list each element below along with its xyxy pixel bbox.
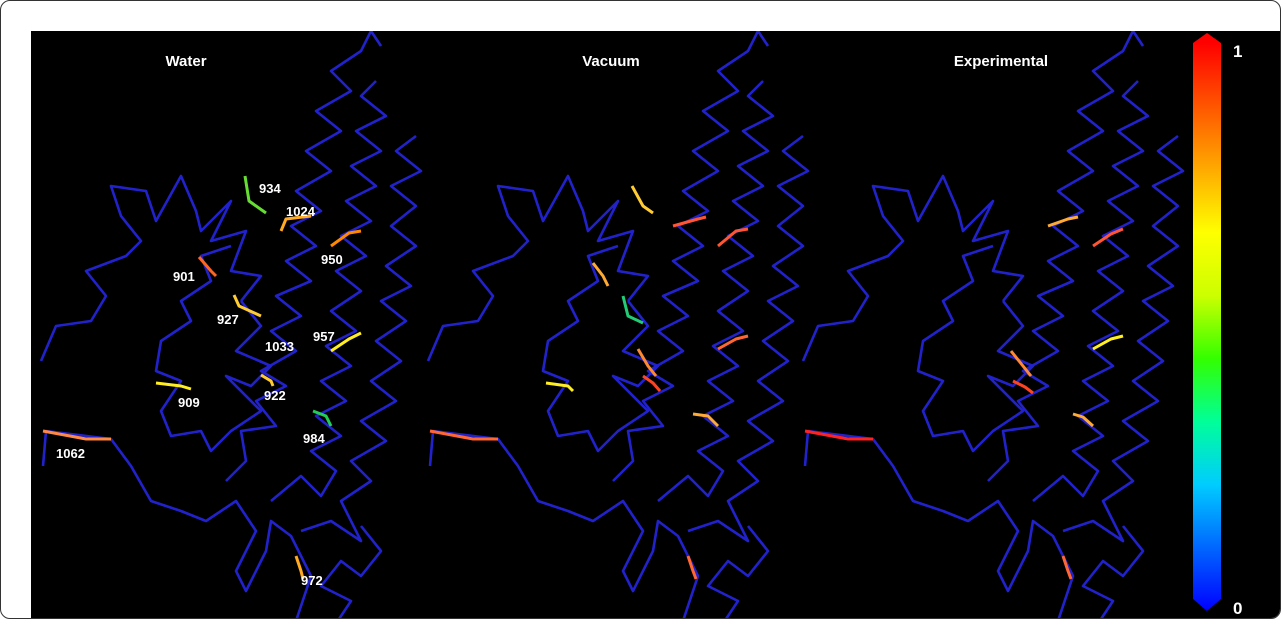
highlighted-residue-vacuum-10 (429, 429, 498, 441)
protein-backbone-experimental (801, 29, 1185, 618)
colorbar-top-cap (1193, 33, 1221, 43)
backbone-chain-water-0 (39, 174, 263, 362)
highlighted-residue-water-6 (260, 373, 275, 387)
backbone-chain-vacuum-1 (541, 244, 660, 453)
highlighted-residue-vacuum-0 (630, 185, 654, 215)
residue-label-1033: 1033 (265, 339, 294, 354)
figure-stage: Water Vacuum Experimental 934 1024 950 9… (31, 29, 1280, 618)
panel-title-water: Water (165, 53, 206, 70)
highlighted-residue-water-2 (330, 229, 362, 248)
backbone-chain-vacuum-6 (706, 525, 770, 618)
highlighted-residue-vacuum-2 (717, 227, 749, 248)
residue-label-972: 972 (301, 573, 323, 588)
residue-label-909: 909 (178, 395, 200, 410)
highlighted-residue-vacuum-9 (692, 412, 720, 428)
residue-label-957: 957 (313, 329, 335, 344)
backbone-chain-experimental-0 (801, 174, 1025, 362)
residue-label-927: 927 (217, 312, 239, 327)
highlighted-residue-experimental-6 (804, 429, 873, 441)
residue-label-934: 934 (259, 181, 281, 196)
backbone-chain-vacuum-2 (428, 429, 700, 618)
backbone-chain-experimental-3 (987, 29, 1145, 482)
residue-label-1062: 1062 (56, 446, 85, 461)
backbone-chain-experimental-4 (1032, 80, 1150, 502)
backbone-chain-vacuum-4 (657, 80, 775, 502)
residue-label-922: 922 (264, 388, 286, 403)
colorbar-gradient (1193, 43, 1221, 611)
protein-backbone-water (39, 29, 423, 618)
highlighted-residue-water-0 (243, 175, 267, 215)
highlighted-residue-water-3 (197, 256, 218, 278)
residue-label-901: 901 (173, 269, 195, 284)
highlighted-residue-vacuum-6 (642, 374, 662, 392)
highlighted-residue-water-7 (155, 381, 192, 391)
backbone-chain-vacuum-3 (612, 29, 770, 482)
panel-title-vacuum: Vacuum (582, 53, 640, 70)
highlighted-residue-experimental-3 (1012, 379, 1034, 395)
colorbar: 1 0 (1193, 33, 1242, 618)
highlighted-residue-experimental-1 (1092, 227, 1124, 248)
highlighted-residue-vacuum-7 (545, 381, 575, 393)
backbone-chain-vacuum-0 (426, 174, 650, 362)
highlighted-residue-water-4 (232, 294, 262, 318)
highlighted-residue-water-1 (279, 214, 312, 232)
backbone-chain-water-4 (270, 80, 388, 502)
panel-title-experimental: Experimental (954, 53, 1048, 70)
residue-label-984: 984 (303, 431, 325, 446)
backbone-chain-experimental-6 (1081, 525, 1145, 618)
backbone-chain-experimental-2 (803, 429, 1075, 618)
highlighted-residue-vacuum-5 (636, 348, 658, 377)
figure-canvas: Water Vacuum Experimental 934 1024 950 9… (39, 29, 1242, 618)
protein-backbone-vacuum (426, 29, 810, 618)
highlighted-residue-experimental-0 (1047, 215, 1079, 228)
highlighted-residue-vacuum-11 (686, 555, 698, 580)
highlighted-residue-experimental-7 (1061, 555, 1073, 580)
highlighted-residue-water-9 (42, 429, 111, 441)
backbone-chain-vacuum-5 (687, 134, 810, 543)
highlighted-residue-experimental-4 (1092, 334, 1124, 351)
colorbar-max-label: 1 (1233, 42, 1242, 61)
backbone-chain-water-3 (225, 29, 383, 482)
highlighted-residue-vacuum-4 (621, 295, 644, 325)
backbone-chain-water-6 (319, 525, 383, 618)
highlighted-residue-water-8 (312, 409, 333, 427)
backbone-chain-water-1 (154, 244, 273, 453)
backbone-chain-water-2 (41, 429, 313, 618)
highlighted-residue-vacuum-1 (672, 215, 707, 228)
residue-label-1024: 1024 (286, 204, 316, 219)
backbone-chain-experimental-1 (916, 244, 1035, 453)
highlighted-residue-experimental-5 (1072, 412, 1095, 428)
colorbar-min-label: 0 (1233, 599, 1242, 618)
backbone-chain-experimental-5 (1062, 134, 1185, 543)
highlighted-residue-experimental-2 (1009, 350, 1033, 377)
highlighted-residue-vacuum-3 (591, 262, 610, 287)
backbone-chain-water-5 (300, 134, 423, 543)
highlighted-residue-water-5 (330, 331, 362, 353)
residue-label-950: 950 (321, 252, 343, 267)
highlighted-residue-water-10 (294, 555, 305, 580)
highlighted-residue-vacuum-8 (717, 334, 749, 351)
